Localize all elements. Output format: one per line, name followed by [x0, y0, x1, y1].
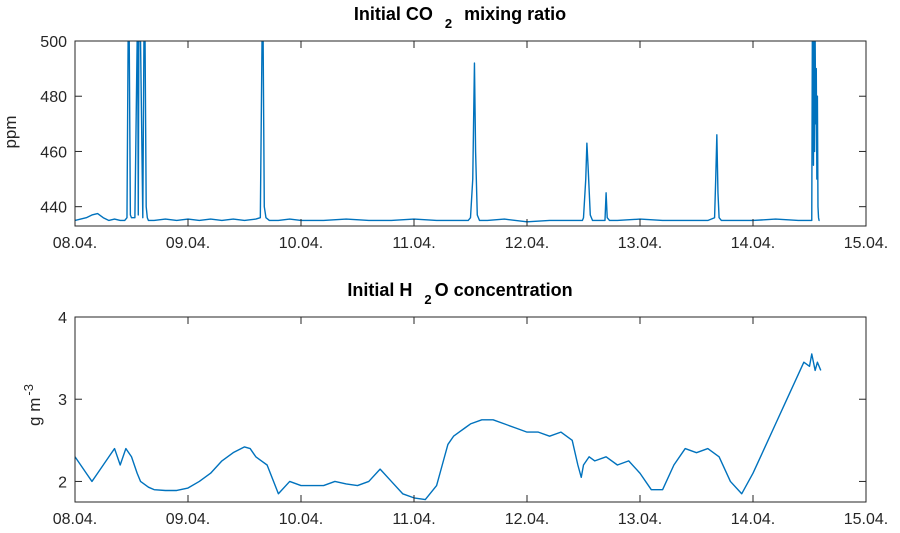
- x-tick-label: 13.04.: [618, 235, 662, 252]
- y-tick-label: 3: [58, 392, 67, 409]
- x-tick-label: 13.04.: [618, 511, 662, 528]
- x-tick-label: 09.04.: [166, 511, 210, 528]
- h2o-axes-box: [74, 316, 867, 503]
- x-tick-label: 15.04.: [844, 235, 888, 252]
- x-tick-label: 11.04.: [392, 235, 435, 252]
- x-tick-label: 12.04.: [505, 511, 549, 528]
- co2-axes-box: [74, 40, 867, 227]
- co2-ticks: 08.04. 09.04. 10.04. 11.04. 12.04. 13.04. 14.0…: [40, 34, 888, 252]
- co2-series-line: [75, 41, 820, 223]
- x-tick-label: 09.04.: [166, 235, 210, 252]
- y-tick-label: 480: [40, 89, 67, 106]
- y-tick-label: 440: [40, 200, 67, 217]
- x-tick-label: 14.04.: [731, 235, 775, 252]
- x-tick-label: 10.04.: [279, 235, 323, 252]
- y-tick-label: 460: [40, 144, 67, 161]
- co2-panel: Initial CO 2 mixing ratio ppm 08.04. 09.04.…: [1, 4, 888, 252]
- h2o-plot-area: [75, 353, 822, 501]
- y-tick-label: 2: [58, 474, 67, 491]
- co2-title: Initial CO 2 mixing ratio: [354, 4, 566, 31]
- x-tick-label: 12.04.: [505, 235, 549, 252]
- x-tick-label: 08.04.: [53, 235, 97, 252]
- h2o-ylabel: g m-3: [21, 384, 44, 426]
- x-tick-label: 15.04.: [844, 511, 888, 528]
- x-tick-label: 10.04.: [279, 511, 323, 528]
- co2-plot-area: [75, 41, 820, 223]
- x-tick-label: 08.04.: [53, 511, 97, 528]
- co2-ylabel: ppm: [1, 115, 20, 148]
- h2o-ticks: 08.04. 09.04. 10.04. 11.04. 12.04. 13.04. 14.0…: [53, 310, 888, 528]
- y-tick-label: 500: [40, 34, 67, 51]
- y-tick-label: 4: [58, 310, 67, 327]
- h2o-series-line: [75, 353, 822, 501]
- x-tick-label: 14.04.: [731, 511, 775, 528]
- x-tick-label: 11.04.: [392, 511, 435, 528]
